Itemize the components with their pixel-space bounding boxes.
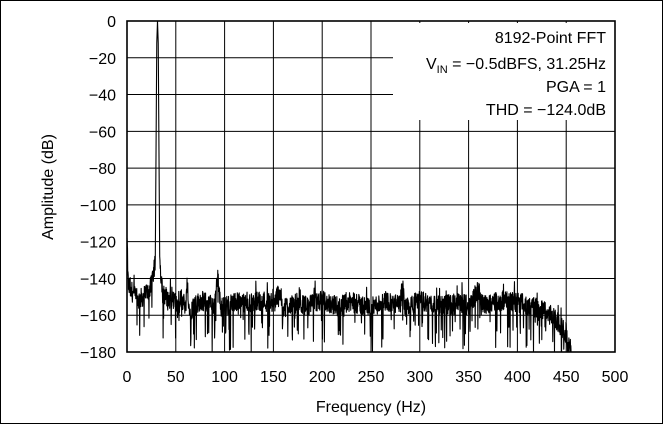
annotation-vin: VIN = −0.5dBFS, 31.25Hz <box>426 56 606 76</box>
x-tick-label: 150 <box>260 369 287 386</box>
y-tick-label: −60 <box>89 124 116 141</box>
x-tick-label: 200 <box>309 369 336 386</box>
y-tick-label: −20 <box>89 51 116 68</box>
y-tick-label: −120 <box>80 235 116 252</box>
annotation-box <box>393 23 615 120</box>
y-tick-label: −140 <box>80 271 116 288</box>
x-tick-label: 450 <box>553 369 580 386</box>
y-tick-label: −160 <box>80 308 116 325</box>
x-tick-label: 100 <box>211 369 238 386</box>
x-tick-label: 0 <box>123 369 132 386</box>
plot-frame <box>126 20 616 353</box>
y-tick-label: −80 <box>89 161 116 178</box>
x-tick-label: 300 <box>406 369 433 386</box>
x-tick-label: 250 <box>358 369 385 386</box>
y-axis-ticks: 0 −20 −40 −60 −80 −100 −120 −140 −160 −180 <box>80 14 116 362</box>
annotation-pga: PGA = 1 <box>546 79 606 96</box>
series-layer <box>126 20 572 353</box>
y-axis-title: Amplitude (dB) <box>40 134 57 240</box>
x-tick-label: 50 <box>167 369 185 386</box>
x-axis-ticks: 0 50 100 150 200 250 300 350 400 450 500 <box>123 369 629 386</box>
x-axis-title: Frequency (Hz) <box>316 399 426 416</box>
x-tick-label: 400 <box>504 369 531 386</box>
y-tick-label: −100 <box>80 198 116 215</box>
y-tick-label: 0 <box>107 14 116 31</box>
y-tick-label: −40 <box>89 88 116 105</box>
x-tick-label: 500 <box>602 369 629 386</box>
x-tick-label: 350 <box>455 369 482 386</box>
fft-trace <box>126 20 572 353</box>
annotation-thd: THD = −124.0dB <box>486 102 606 119</box>
y-tick-label: −180 <box>80 345 116 362</box>
annotation-fft-points: 8192-Point FFT <box>495 30 606 47</box>
